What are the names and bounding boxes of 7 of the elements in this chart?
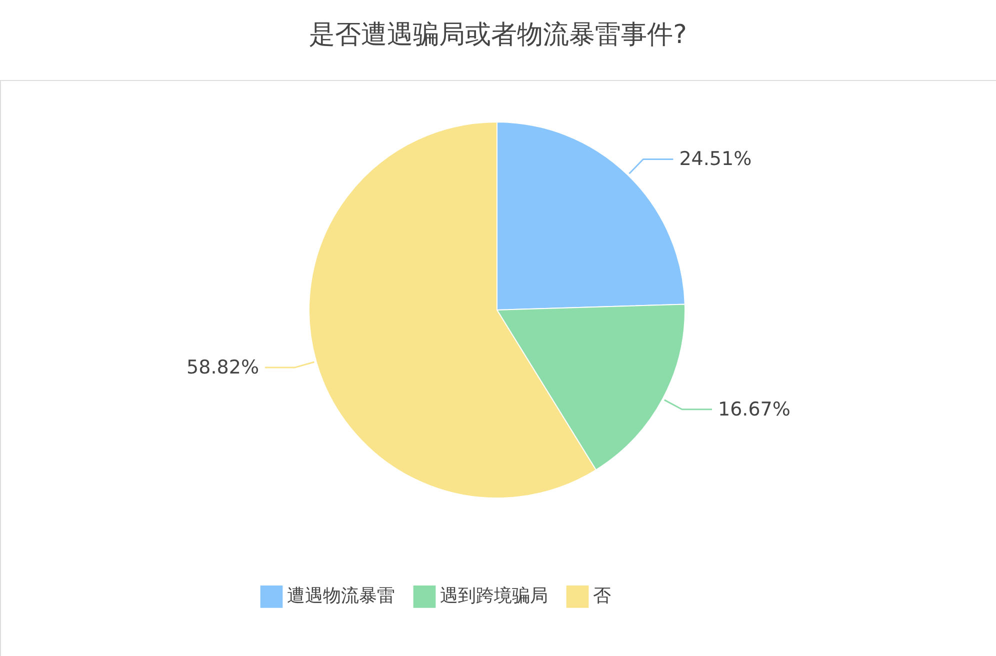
data-label: 58.82% <box>186 356 260 378</box>
chart-title: 是否遭遇骗局或者物流暴雷事件? <box>309 20 687 50</box>
legend-label: 遇到跨境骗局 <box>440 586 548 607</box>
legend-label: 遭遇物流暴雷 <box>287 586 395 607</box>
data-label: 24.51% <box>679 148 752 170</box>
data-label: 16.67% <box>718 398 790 420</box>
legend-label: 否 <box>593 586 611 607</box>
